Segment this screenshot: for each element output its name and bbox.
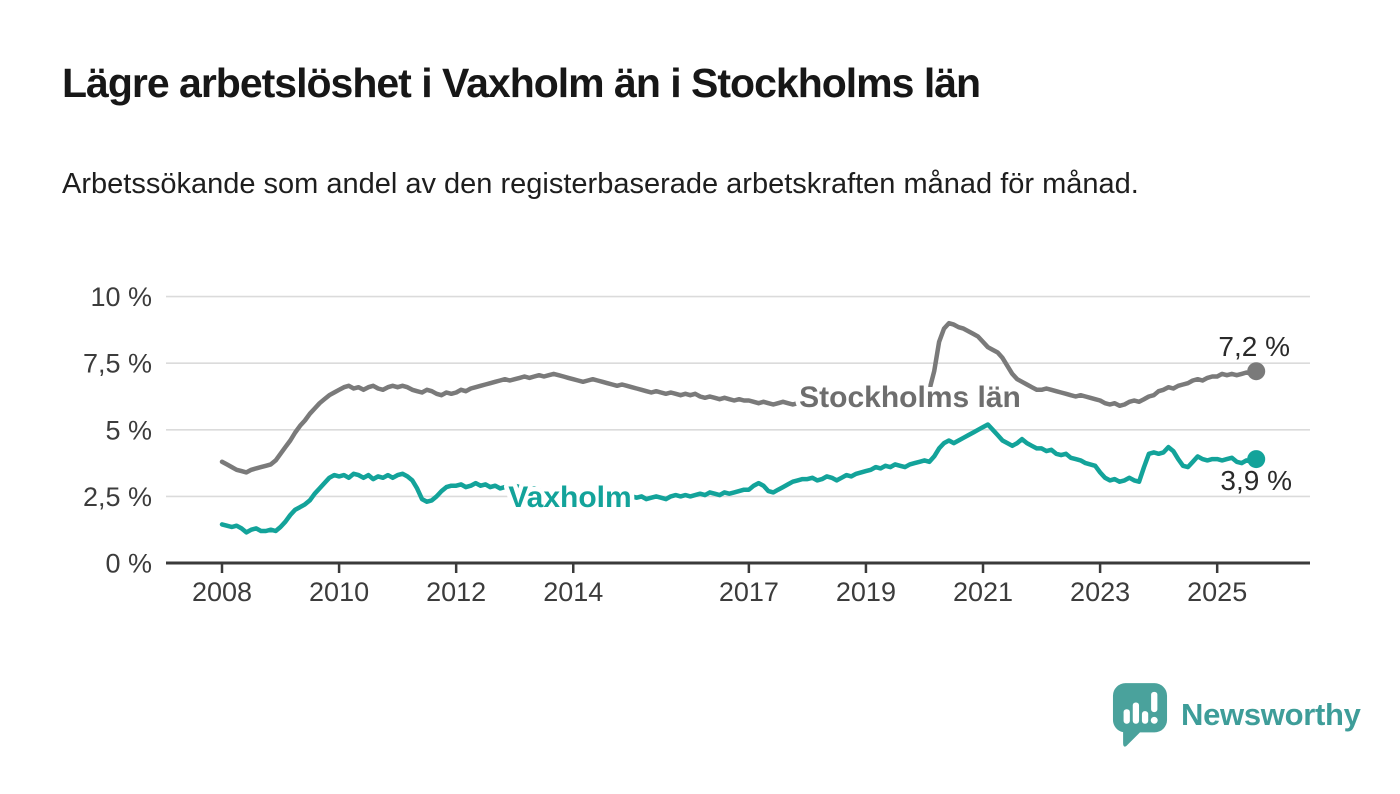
- y-axis-label: 7,5 %: [83, 349, 152, 379]
- logo-bar-1: [1123, 709, 1130, 724]
- x-axis-label: 2025: [1187, 577, 1247, 607]
- series-name-label-vaxholm: Vaxholm: [508, 481, 631, 514]
- series-end-dot: [1247, 450, 1266, 469]
- y-axis-label: 10 %: [90, 282, 152, 312]
- chart-subtitle: Arbetssökande som andel av den registerb…: [62, 168, 1139, 200]
- logo-bar-2: [1132, 702, 1140, 724]
- series-end-dot: [1247, 362, 1266, 381]
- x-axis-label: 2019: [836, 577, 896, 607]
- logo-exclamation-bar: [1151, 691, 1158, 713]
- brand-name: Newsworthy: [1181, 697, 1361, 732]
- series-line-vaxholm: [219, 422, 1259, 535]
- y-axis-label: 5 %: [105, 415, 152, 445]
- x-axis-label: 2017: [719, 577, 779, 607]
- x-axis-label: 2010: [309, 577, 369, 607]
- series-end-value-label: 3,9 %: [1220, 465, 1292, 496]
- x-axis-label: 2021: [953, 577, 1013, 607]
- series-end-value-label: 7,2 %: [1218, 331, 1290, 362]
- chart-title: Lägre arbetslöshet i Vaxholm än i Stockh…: [62, 60, 981, 106]
- y-axis-label: 0 %: [105, 549, 152, 579]
- x-axis-label: 2008: [192, 577, 252, 607]
- logo-exclamation-dot: [1150, 716, 1158, 724]
- x-axis-label: 2012: [426, 577, 486, 607]
- newsworthy-logo-icon: [1112, 683, 1168, 747]
- x-axis-label: 2014: [543, 577, 603, 607]
- y-axis-label: 2,5 %: [83, 482, 152, 512]
- logo-bubble-shape: [1112, 683, 1168, 747]
- series-line-stockholms-lan: [219, 320, 1259, 475]
- series-name-label-stockholms-lan: Stockholms län: [799, 381, 1021, 414]
- brand-footer: Newsworthy: [1112, 682, 1361, 748]
- x-axis-label: 2023: [1070, 577, 1130, 607]
- logo-bar-3: [1141, 711, 1149, 724]
